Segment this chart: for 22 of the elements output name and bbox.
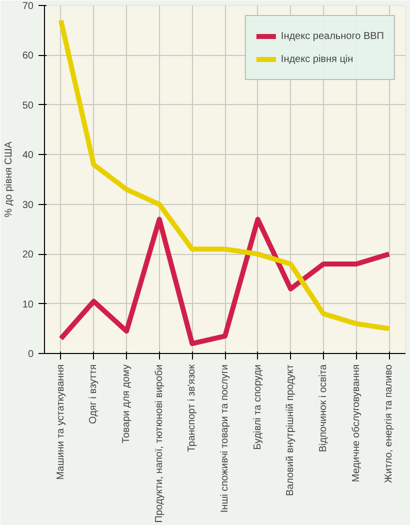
x-tick-label: Медичне обслуговування [350, 364, 362, 482]
y-tick-label: 10 [22, 299, 34, 310]
y-axis-title: % до рівня США [3, 141, 14, 218]
x-tick-label: Житло, енергія та паливо [384, 364, 395, 483]
x-tick-label: Машини та устаткування [55, 364, 66, 480]
y-tick-label: 0 [28, 349, 34, 360]
y-tick-label: 70 [22, 1, 34, 12]
x-tick-label: Одяг і взуття [88, 364, 100, 424]
y-tick-label: 60 [22, 50, 34, 62]
x-tick-label: Транспорт і зв'язок [186, 364, 198, 452]
legend-label: Індекс рівня цін [280, 54, 354, 64]
x-tick-label: Валовий внутрішній продукт [285, 364, 296, 496]
y-tick-label: 40 [22, 150, 34, 162]
legend-label: Індекс реального ВВП [280, 30, 384, 42]
x-tick-label: Інші споживчі товари та послуги [220, 364, 230, 513]
x-tick-label: Відпочинок і освіта [318, 364, 329, 452]
y-tick-label: 50 [22, 100, 34, 112]
x-tick-label: Товари для дому [121, 364, 132, 444]
x-tick-label: Будівлі та споруди [252, 364, 264, 450]
x-tick-label: Продукти, напої, тютюнові вироби [154, 364, 165, 523]
y-tick-label: 20 [22, 250, 34, 261]
y-tick-label: 30 [22, 200, 34, 211]
